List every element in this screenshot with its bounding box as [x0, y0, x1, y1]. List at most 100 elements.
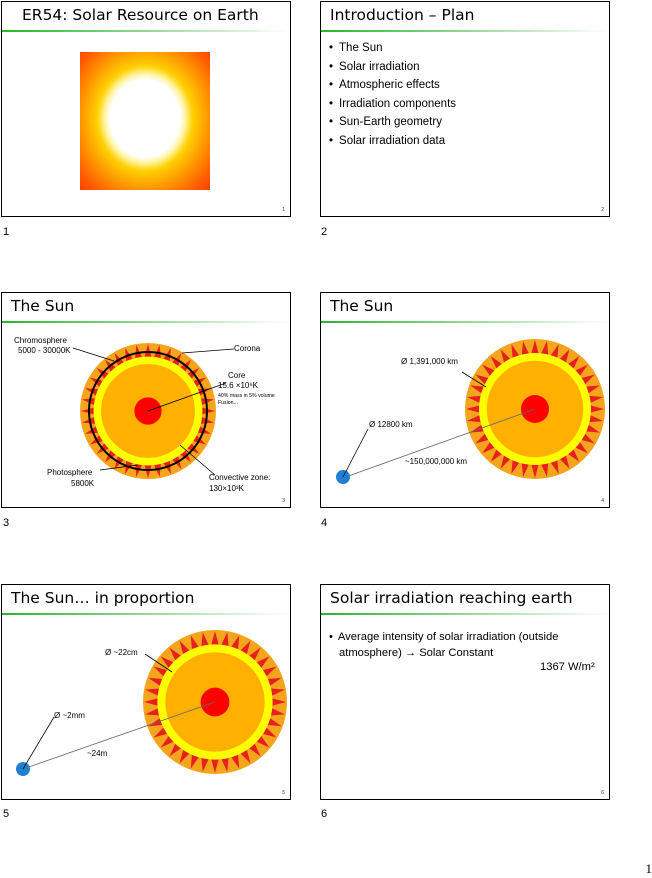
slide-title: The Sun: [330, 297, 394, 315]
slide-5: The Sun… in proportion Ø ~22cm Ø ~2mm ~2…: [1, 584, 291, 800]
sun-spike: [262, 727, 277, 738]
sun-spike: [511, 344, 520, 358]
corona-label: Corona: [234, 344, 261, 353]
sun-spike: [466, 405, 480, 413]
slide-number: 1: [282, 207, 285, 213]
convective-label: Convective zone:: [209, 473, 271, 482]
sun-spike: [568, 356, 580, 369]
slide-6: Solar irradiation reaching earth • Averag…: [320, 584, 610, 800]
title-rule: [2, 321, 290, 323]
slide-3: The Sun Chromosphere 5000 - 30000K Coron…: [1, 292, 291, 508]
sun-spike: [160, 656, 174, 668]
photosphere-pointer: [99, 464, 139, 471]
sun-spike: [586, 424, 600, 433]
distance-line: [342, 408, 536, 479]
sun-spike: [249, 647, 261, 661]
sun-spike: [270, 688, 285, 696]
slide-label-3: 3: [3, 517, 10, 529]
sun-spike: [500, 349, 511, 363]
sun-spike: [190, 754, 199, 769]
sun-spike: [270, 708, 285, 716]
slide-label-2: 2: [321, 226, 328, 238]
slide-1: ER54: Solar Resource on Earth 1: [1, 1, 291, 217]
slide-label-6: 6: [321, 808, 328, 820]
sun-spike: [81, 407, 94, 415]
list-item: Solar irradiation: [329, 61, 456, 74]
sun-diameter-label: Ø ~22cm: [105, 648, 138, 657]
bullet-text: • Average intensity of solar irradiation …: [329, 631, 559, 659]
slide-4: The Sun Ø 1,391,000 km Ø 12800 km ~150,0…: [320, 292, 610, 508]
chromosphere-ring: [88, 351, 208, 471]
bullet-line: atmosphere) → Solar Constant: [339, 647, 494, 659]
sun-spike: [135, 463, 142, 477]
sun-spike: [586, 385, 600, 394]
slide-title: The Sun… in proportion: [11, 589, 195, 607]
sun-spike: [200, 398, 214, 405]
list-item: The Sun: [329, 42, 456, 55]
sun-spike: [201, 632, 209, 647]
sun-spike: [256, 656, 270, 668]
sun-spike: [153, 666, 168, 677]
title-rule: [321, 30, 609, 32]
sun-spike: [500, 455, 511, 469]
core-label: Core: [228, 371, 246, 380]
sun-spike: [145, 708, 160, 716]
core-note: Fusion...: [218, 400, 238, 406]
core-pointer: [147, 382, 227, 412]
sun-spike: [531, 464, 539, 478]
slide-label-4: 4: [321, 517, 328, 529]
sun-spike: [521, 341, 529, 355]
sun-spike: [211, 759, 219, 773]
slide-2: Introduction – Plan The Sun Solar irradi…: [320, 1, 610, 217]
slide-number: 5: [282, 790, 285, 796]
list-item: Atmospheric effects: [329, 79, 456, 92]
sun-spike: [201, 757, 209, 772]
slide-number: 3: [282, 498, 285, 504]
sun-spike: [153, 727, 168, 738]
sun-spike: [568, 449, 580, 462]
sun-spike: [262, 666, 277, 677]
convective-temp: 130×10³K: [209, 484, 244, 493]
sun-spike: [179, 640, 190, 655]
sun-spike: [467, 395, 481, 403]
convective-pointer: [179, 444, 216, 476]
sun-spike: [267, 677, 282, 686]
distance-line: [22, 701, 216, 770]
sun-spike: [145, 688, 160, 696]
slide-title: Solar irradiation reaching earth: [330, 589, 573, 607]
sun-spike: [154, 463, 161, 477]
slide-label-5: 5: [3, 808, 10, 820]
sun-spike: [470, 385, 484, 394]
core-temp: 15.6 ×10⁶K: [218, 381, 258, 390]
sun-spike: [82, 417, 96, 424]
title-rule: [321, 613, 609, 615]
sun-spike: [589, 415, 603, 423]
list-item: Irradiation components: [329, 98, 456, 111]
sun-pointer: [461, 371, 487, 388]
sun-spike: [179, 749, 190, 764]
sun-spike: [581, 433, 595, 444]
sun-spike: [202, 407, 215, 415]
photosphere-temp: 5800K: [71, 479, 95, 488]
slide-title: ER54: Solar Resource on Earth: [22, 6, 259, 24]
sun-pointer: [144, 653, 173, 673]
sun-spike: [200, 417, 214, 424]
sun-spike: [482, 442, 495, 454]
sun-spike: [550, 460, 559, 474]
sun-spike: [511, 460, 520, 474]
title-rule: [321, 321, 609, 323]
sun-spike: [231, 635, 240, 650]
sun-diameter-label: Ø 1,391,000 km: [401, 357, 458, 366]
sun-spike: [490, 356, 502, 369]
sun-spike: [475, 433, 489, 444]
list-item: Solar irradiation data: [329, 135, 456, 148]
sun-spike: [475, 374, 489, 385]
title-rule: [2, 613, 290, 615]
sun-spike: [221, 757, 229, 772]
sun-image: [80, 52, 210, 190]
sun-spike: [249, 743, 261, 757]
page-number: 1: [645, 861, 652, 876]
slide-number: 6: [601, 790, 604, 796]
sun-spike: [144, 465, 152, 478]
chromosphere-pointer: [72, 347, 115, 362]
